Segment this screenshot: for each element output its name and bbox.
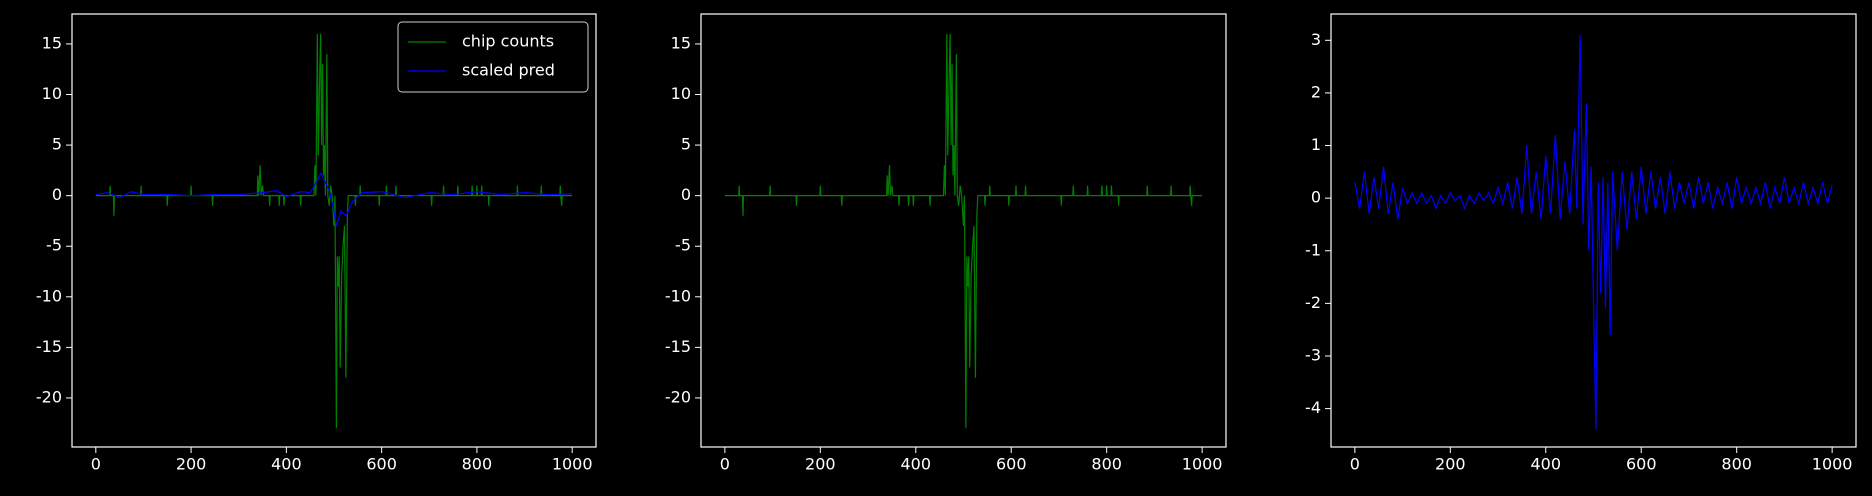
y-tick-label: 3: [1311, 30, 1321, 49]
y-tick-label: -20: [665, 387, 691, 406]
y-tick-label: -10: [36, 286, 62, 305]
y-tick-label: 0: [1311, 188, 1321, 207]
y-tick-label: -20: [36, 387, 62, 406]
y-tick-label: 5: [52, 135, 62, 154]
data-line: [95, 33, 573, 429]
y-tick-label: -10: [665, 286, 691, 305]
x-tick-label: 200: [1435, 455, 1466, 474]
y-tick-label: -15: [36, 337, 62, 356]
x-tick-label: 800: [1721, 455, 1752, 474]
legend-label: chip counts: [462, 32, 554, 51]
x-tick-label: 600: [366, 455, 397, 474]
legend-label: scaled pred: [462, 61, 555, 80]
x-tick-label: 200: [176, 455, 207, 474]
subplot: 0 200 400 600 800 1000 -20 -15 -10 -5 0 5 10 15 chip c…: [36, 13, 597, 474]
axes-frame: [700, 13, 1227, 448]
x-tick-label: 400: [271, 455, 302, 474]
x-tick-label: 1000: [1182, 455, 1223, 474]
axes-frame: [1330, 13, 1857, 448]
y-tick-label: -5: [675, 236, 691, 255]
y-tick-label: 10: [42, 84, 62, 103]
subplot: 0 200 400 600 800 1000 -4 -3 -2 -1 0 1 2 3: [1305, 13, 1857, 474]
x-tick-label: 800: [462, 455, 493, 474]
axes-frame: [71, 13, 597, 448]
data-line: [1354, 35, 1833, 430]
legend-box: [397, 21, 589, 93]
y-tick-label: -3: [1305, 345, 1321, 364]
x-tick-label: 600: [996, 455, 1027, 474]
y-tick-label: -15: [665, 337, 691, 356]
y-tick-label: 15: [671, 33, 691, 52]
x-tick-label: 200: [805, 455, 836, 474]
x-tick-label: 400: [1530, 455, 1561, 474]
x-tick-label: 1000: [552, 455, 593, 474]
y-tick-label: -2: [1305, 293, 1321, 312]
y-tick-label: 0: [681, 185, 691, 204]
x-tick-label: 0: [91, 455, 101, 474]
x-tick-label: 800: [1091, 455, 1122, 474]
y-tick-label: 0: [52, 185, 62, 204]
y-tick-label: 10: [671, 84, 691, 103]
data-line: [95, 172, 573, 227]
data-line: [724, 33, 1203, 429]
y-tick-label: -5: [46, 236, 62, 255]
x-tick-label: 1000: [1812, 455, 1853, 474]
x-tick-label: 600: [1626, 455, 1657, 474]
y-tick-label: 1: [1311, 135, 1321, 154]
y-tick-label: -4: [1305, 398, 1321, 417]
y-tick-label: 5: [681, 135, 691, 154]
subplot: 0 200 400 600 800 1000 -20 -15 -10 -5 0 5 10 15: [665, 13, 1227, 474]
x-tick-label: 0: [1350, 455, 1360, 474]
x-tick-label: 400: [900, 455, 931, 474]
y-tick-label: 15: [42, 33, 62, 52]
y-tick-label: 2: [1311, 82, 1321, 101]
y-tick-label: -1: [1305, 240, 1321, 259]
x-tick-label: 0: [720, 455, 730, 474]
